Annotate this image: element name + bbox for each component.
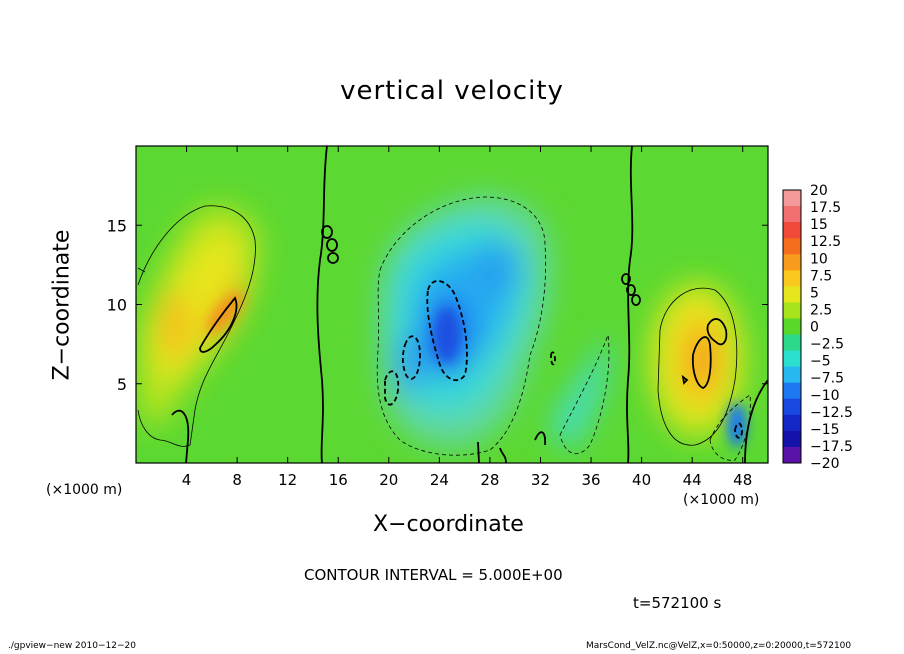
colorbar-swatch (783, 382, 801, 400)
colorbar-label: −10 (810, 388, 840, 404)
colorbar-label: −20 (810, 456, 840, 472)
colorbar-label: −7.5 (810, 371, 844, 387)
footer-right: MarsCond_VelZ.nc@VelZ,x=0:50000,z=0:2000… (586, 641, 852, 651)
colorbar-label: −15 (810, 422, 840, 438)
chart-title: vertical velocity (340, 76, 564, 106)
colorbar-label: 7.5 (810, 268, 832, 284)
downdraft-tail (550, 335, 611, 449)
colorbar-label: 17.5 (810, 200, 841, 216)
x-axis-label: X−coordinate (373, 512, 524, 537)
time-label: t=572100 s (633, 594, 722, 612)
downdraft-right (727, 403, 747, 447)
contours-negative (376, 196, 751, 461)
x-tick-label: 16 (329, 471, 348, 489)
colorbar-swatch (783, 430, 801, 448)
x-tick-label: 12 (278, 471, 297, 489)
contours-zero (171, 146, 768, 463)
colorbar-frame (782, 189, 802, 464)
x-unit-label-right: (×1000 m) (683, 492, 760, 508)
x-tick-label: 8 (232, 471, 242, 489)
x-tick-label: 44 (683, 471, 702, 489)
colorbar-swatch (783, 334, 801, 352)
colorbar-label: 20 (810, 183, 828, 199)
y-tick-label: 15 (107, 216, 127, 235)
colorbar-label: −17.5 (810, 439, 853, 455)
colorbar-label: 15 (810, 217, 828, 233)
y-tick-label: 5 (117, 375, 127, 394)
x-tick-label: 48 (733, 471, 752, 489)
colorbar-swatch (783, 366, 801, 384)
x-tick-label: 20 (379, 471, 398, 489)
x-tick-label: 4 (182, 471, 192, 489)
colorbar-swatch (783, 190, 801, 207)
plot-area (136, 146, 768, 463)
colorbar-swatch (783, 222, 801, 239)
x-axis: 4 8 12 16 20 24 28 32 36 40 44 48 (182, 146, 752, 489)
colorbar-swatch (783, 254, 801, 271)
colorbar-swatch (783, 286, 801, 303)
x-tick-label: 24 (430, 471, 449, 489)
contours-negative-strong (384, 280, 743, 439)
y-axis: 5 10 15 (107, 216, 768, 394)
x-tick-label: 40 (632, 471, 651, 489)
colorbar-label: 10 (810, 251, 828, 267)
colorbar-swatch (783, 238, 801, 255)
colorbar-swatch (783, 446, 801, 464)
footer-left: ./gpview−new 2010−12−20 (8, 641, 136, 651)
colorbar-swatch (783, 318, 801, 336)
colorbar-swatch (783, 414, 801, 432)
colorbar-swatch (783, 398, 801, 416)
x-tick-label: 32 (531, 471, 550, 489)
colorbar-swatch (783, 350, 801, 368)
y-tick-label: 10 (107, 296, 127, 315)
colorbar-label: 2.5 (810, 302, 832, 318)
colorbar-label: −2.5 (810, 337, 844, 353)
x-tick-label: 36 (581, 471, 600, 489)
colorbar-swatch (783, 270, 801, 287)
x-tick-label: 28 (480, 471, 499, 489)
x-unit-label-left: (×1000 m) (46, 482, 123, 498)
colorbar-label: −12.5 (810, 405, 853, 421)
colorbar-swatch (783, 206, 801, 223)
colorbar-swatch (783, 302, 801, 319)
downdraft-core (434, 307, 460, 363)
colorbar-label: 0 (810, 320, 819, 336)
contour-interval-label: CONTOUR INTERVAL = 5.000E+00 (304, 566, 563, 584)
colorbar-label: −5 (810, 354, 831, 370)
contours-positive (137, 205, 738, 447)
colorbar-label: 5 (810, 285, 819, 301)
colorbar-label: 12.5 (810, 234, 841, 250)
